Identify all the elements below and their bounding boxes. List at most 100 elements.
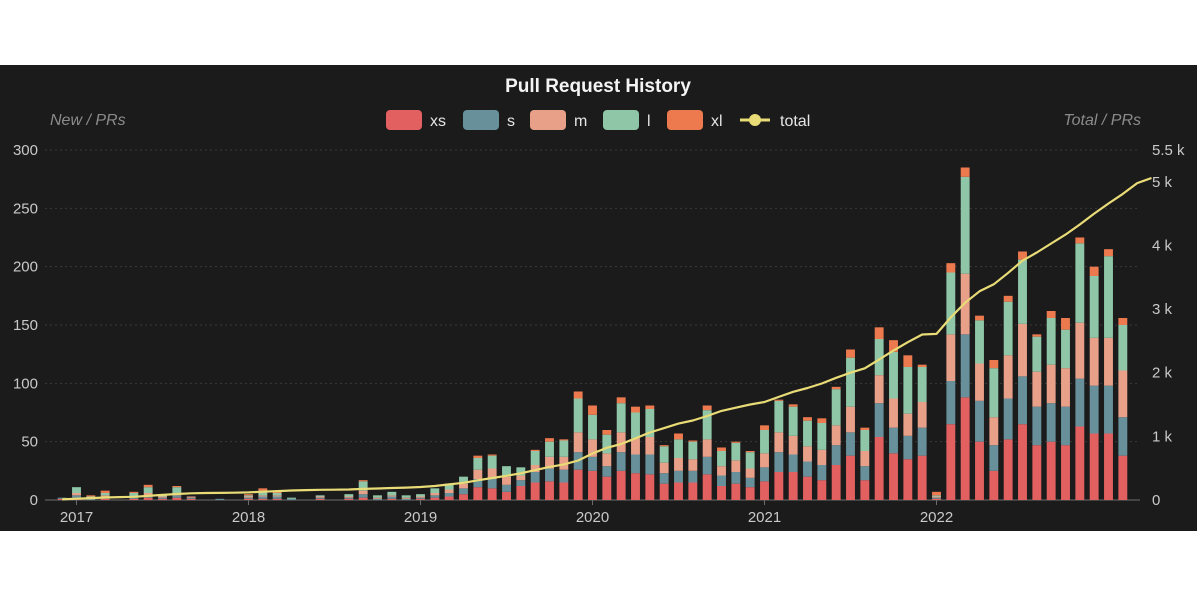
bar-segment-xl[interactable] [1003, 295, 1013, 302]
bar-segment-l[interactable] [444, 483, 454, 490]
bar-segment-s[interactable] [616, 452, 626, 471]
bar-segment-s[interactable] [631, 454, 640, 474]
bar-segment-l[interactable] [1118, 325, 1128, 371]
bar-segment-l[interactable] [702, 410, 712, 440]
bar-segment-m[interactable] [817, 449, 827, 465]
legend-item-m[interactable]: m [530, 110, 587, 130]
bar-segment-xs[interactable] [244, 498, 253, 500]
bar-segment-xl[interactable] [143, 484, 153, 488]
bar-segment-s[interactable] [760, 467, 769, 482]
bar-segment-l[interactable] [430, 488, 440, 493]
bar-segment-xs[interactable] [946, 424, 956, 500]
bar-segment-s[interactable] [774, 452, 784, 472]
bar-segment-xs[interactable] [1003, 439, 1013, 500]
bar-segment-l[interactable] [1003, 301, 1013, 356]
bar-segment-l[interactable] [717, 451, 726, 467]
bar-segment-xs[interactable] [717, 486, 726, 500]
bar-segment-m[interactable] [143, 493, 153, 496]
bar-segment-xs[interactable] [530, 482, 540, 501]
bar-segment-m[interactable] [530, 465, 540, 472]
bar-segment-l[interactable] [860, 430, 870, 451]
bar-segment-s[interactable] [373, 498, 382, 500]
bar-segment-s[interactable] [702, 456, 712, 475]
bar-segment-l[interactable] [1018, 259, 1027, 324]
bar-segment-xs[interactable] [1046, 441, 1056, 500]
bar-segment-s[interactable] [387, 496, 397, 499]
bar-segment-m[interactable] [932, 496, 941, 498]
bar-segment-xs[interactable] [1118, 455, 1128, 500]
bar-segment-xs[interactable] [932, 498, 941, 500]
bar-segment-xs[interactable] [788, 472, 798, 500]
bar-segment-l[interactable] [358, 481, 368, 491]
bar-segment-m[interactable] [459, 483, 468, 489]
bar-segment-m[interactable] [373, 497, 382, 499]
bar-segment-m[interactable] [473, 469, 483, 479]
bar-segment-xs[interactable] [702, 474, 712, 500]
bar-segment-l[interactable] [674, 439, 683, 458]
bar-segment-l[interactable] [602, 434, 612, 454]
bar-segment-l[interactable] [932, 495, 941, 497]
bar-segment-m[interactable] [588, 439, 597, 457]
bar-segment-l[interactable] [315, 495, 325, 497]
bar-segment-xs[interactable] [889, 453, 898, 500]
bar-segment-m[interactable] [659, 462, 669, 474]
bar-segment-xs[interactable] [459, 494, 468, 500]
bar-segment-l[interactable] [100, 493, 110, 496]
bar-segment-s[interactable] [244, 497, 253, 499]
bar-segment-s[interactable] [516, 480, 526, 486]
bar-segment-m[interactable] [1089, 337, 1099, 386]
bar-segment-xs[interactable] [57, 498, 67, 500]
bar-segment-s[interactable] [186, 497, 196, 499]
bar-segment-l[interactable] [831, 389, 841, 426]
bar-segment-s[interactable] [932, 497, 941, 499]
bar-segment-xl[interactable] [960, 167, 970, 177]
bar-segment-s[interactable] [846, 432, 855, 456]
bar-segment-m[interactable] [616, 432, 626, 453]
bar-segment-m[interactable] [1003, 355, 1013, 399]
bar-segment-s[interactable] [358, 494, 368, 498]
bar-segment-xs[interactable] [1089, 433, 1099, 501]
bar-segment-xs[interactable] [917, 455, 927, 500]
bar-segment-s[interactable] [645, 454, 655, 475]
bar-segment-l[interactable] [1061, 329, 1070, 369]
bar-segment-xl[interactable] [817, 418, 827, 423]
bar-segment-l[interactable] [502, 466, 511, 477]
bar-segment-m[interactable] [516, 475, 526, 481]
bar-segment-xs[interactable] [158, 498, 167, 500]
bar-segment-xl[interactable] [573, 391, 583, 399]
bar-segment-l[interactable] [244, 495, 253, 497]
bar-segment-s[interactable] [588, 456, 597, 471]
bar-segment-l[interactable] [387, 491, 397, 496]
bar-segment-xs[interactable] [444, 496, 454, 501]
bar-segment-m[interactable] [430, 493, 440, 496]
bar-segment-xl[interactable] [545, 438, 554, 442]
bar-segment-s[interactable] [659, 473, 669, 484]
bar-segment-xs[interactable] [674, 482, 683, 501]
bar-segment-l[interactable] [129, 493, 139, 497]
bar-segment-l[interactable] [760, 430, 769, 454]
bar-segment-xs[interactable] [100, 498, 110, 500]
bar-segment-m[interactable] [387, 495, 397, 497]
bar-segment-s[interactable] [717, 475, 726, 487]
bar-segment-m[interactable] [1104, 337, 1113, 386]
bar-segment-xs[interactable] [903, 459, 913, 500]
bar-segment-l[interactable] [960, 176, 970, 274]
bar-segment-l[interactable] [788, 406, 798, 436]
bar-segment-xl[interactable] [1089, 266, 1099, 276]
bar-segment-s[interactable] [430, 495, 440, 498]
legend-item-xl[interactable]: xl [667, 110, 723, 130]
bar-segment-m[interactable] [688, 459, 698, 471]
bar-segment-s[interactable] [1061, 406, 1070, 446]
bar-segment-m[interactable] [186, 496, 196, 498]
bar-segment-xs[interactable] [803, 476, 812, 500]
bar-segment-xl[interactable] [760, 425, 769, 430]
bar-segment-xl[interactable] [100, 490, 110, 493]
bar-segment-xl[interactable] [602, 430, 612, 435]
bar-segment-l[interactable] [401, 495, 411, 498]
bar-segment-xs[interactable] [817, 480, 827, 500]
bar-segment-m[interactable] [702, 439, 712, 457]
bar-segment-s[interactable] [889, 427, 898, 454]
bar-segment-xs[interactable] [545, 481, 554, 500]
bar-segment-m[interactable] [559, 456, 569, 470]
bar-segment-m[interactable] [731, 460, 741, 472]
